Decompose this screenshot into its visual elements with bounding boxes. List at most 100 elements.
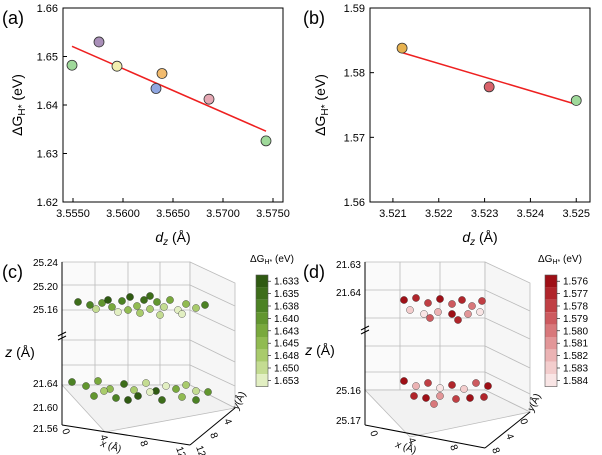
panel-a-x-ticks: 3.5550 3.5600 3.5650 3.5700 3.5750 xyxy=(56,198,290,220)
panel-c-colorbar-tick-label: 1.645 xyxy=(274,339,299,350)
panel-d-z-tick-label: 21.64 xyxy=(336,288,361,299)
panel-c-x-tick-label: 4 xyxy=(97,433,109,442)
panel-a-data-point xyxy=(260,135,272,147)
panel-d-x-tick-label: 4 xyxy=(405,436,417,445)
panel-a-y-axis-label: ΔGH* (eV) xyxy=(9,74,28,136)
panel-d-y-tick-label: 0 xyxy=(517,417,529,426)
panel-a-y-tick-label: 1.62 xyxy=(37,197,58,209)
panel-c-colorbar-segment xyxy=(256,287,268,300)
panel-d-atom xyxy=(448,310,456,318)
panel-d-z-tick-label: 21.63 xyxy=(336,260,361,271)
panel-c-x-tick-label: 8 xyxy=(137,439,149,448)
panel-c-colorbar-tick-label: 1.640 xyxy=(274,314,299,325)
panel-c-atom xyxy=(153,298,161,306)
panel-a-plot-area xyxy=(66,36,272,147)
panel-d-atom xyxy=(460,385,468,393)
panel-d-atom xyxy=(448,381,456,389)
panel-c-x-tick-label: 12 xyxy=(173,445,187,455)
panel-d-atom xyxy=(424,379,432,387)
panel-d-atom xyxy=(430,400,438,408)
panel-c-colorbar-tick-label: 1.633 xyxy=(274,277,299,288)
panel-c-z-tick-label: 25.24 xyxy=(33,258,58,269)
panel-d-atom xyxy=(412,294,420,302)
panel-d-colorbar-tick-label: 1.578 xyxy=(563,302,588,313)
panel-d-atom xyxy=(472,379,480,387)
panel-c-atom xyxy=(142,379,150,387)
panel-b-x-tick-label: 3.525 xyxy=(562,208,590,220)
panel-c-colorbar-segment xyxy=(256,374,268,387)
panel-c-z-tick-label: 21.64 xyxy=(33,379,58,390)
panel-d-atom xyxy=(468,302,476,310)
panel-b-letter: (b) xyxy=(303,8,325,28)
panel-c-atoms xyxy=(68,292,212,404)
panel-d-atom xyxy=(480,393,488,401)
panel-d-atom xyxy=(478,297,486,305)
panel-c-atom xyxy=(98,299,106,307)
panel-c-atom xyxy=(146,388,154,396)
panel-d-x-ticks: 0 4 8 xyxy=(367,429,459,452)
panel-c-colorbar-tick-label: 1.650 xyxy=(274,364,299,375)
panel-d-colorbar-segment xyxy=(545,361,557,375)
panel-a-y-ticks: 1.62 1.63 1.64 1.65 1.66 xyxy=(37,3,67,209)
panel-c-y-tick-label: 12 xyxy=(193,444,207,455)
panel-d-colorbar-tick-label: 1.577 xyxy=(563,289,588,300)
panel-c-colorbar-segment xyxy=(256,337,268,350)
panel-c-atom xyxy=(126,293,134,301)
panel-c-x-ticks: 0 4 8 12 xyxy=(59,427,187,455)
panel-b-y-tick-label: 1.56 xyxy=(344,197,365,209)
panel-d-atom xyxy=(454,316,462,324)
panel-d-z-ticks: 21.63 21.64 25.16 25.17 xyxy=(336,260,361,427)
panel-b-y-tick-label: 1.59 xyxy=(344,3,365,15)
panel-c-z-ticks: 25.24 25.20 25.16 21.64 21.60 21.56 xyxy=(33,258,58,435)
panel-a-letter: (a) xyxy=(2,8,24,28)
panel-d-letter: (d) xyxy=(303,262,325,282)
panel-c-z-tick-label: 25.16 xyxy=(33,305,58,316)
panel-a-x-tick-label: 3.5600 xyxy=(106,208,140,220)
panel-c-z-tick-label: 21.60 xyxy=(33,403,58,414)
panel-d-atom xyxy=(466,394,474,402)
panel-c-atom xyxy=(104,296,112,304)
panel-c-colorbar-title: ΔGH* (eV) xyxy=(250,254,294,266)
panel-b-y-tick-label: 1.57 xyxy=(344,132,365,144)
panel-a-data-point xyxy=(66,59,78,71)
panel-a-y-tick-label: 1.65 xyxy=(37,52,58,64)
panel-a-data-point xyxy=(150,83,162,94)
panel-d-colorbar-title: ΔGH* (eV) xyxy=(538,254,582,266)
panel-c-atom xyxy=(201,301,209,309)
panel-b-x-axis-label: dz (Å) xyxy=(462,229,497,248)
panel-c-atom xyxy=(94,377,102,385)
panel-c-atom xyxy=(82,382,90,390)
panel-c-atom xyxy=(156,311,164,319)
panel-a-scatter: (a) 3.5550 3.5600 3.5650 3.5700 3.5750 1.621… xyxy=(2,3,290,248)
panel-c-atom xyxy=(140,296,148,304)
panel-c-atom xyxy=(134,392,142,400)
panel-a-data-point xyxy=(156,68,168,79)
panel-d-atom xyxy=(436,295,444,303)
panel-c-axes xyxy=(57,262,236,446)
panel-c-atom xyxy=(160,303,168,311)
panel-c-atom xyxy=(120,380,128,388)
panel-a-x-tick-label: 3.5550 xyxy=(56,208,90,220)
panel-c-atom xyxy=(162,382,170,390)
panel-b-x-tick-label: 3.521 xyxy=(379,208,407,220)
panel-a-y-tick-label: 1.64 xyxy=(37,100,58,112)
panel-d-colorbar-segment xyxy=(545,287,557,300)
panel-c-x-tick-label: 0 xyxy=(59,427,71,436)
panel-c-y-tick-label: 4 xyxy=(221,417,233,426)
panel-c-colorbar-tick-label: 1.648 xyxy=(274,351,299,362)
panel-d-colorbar-tick-label: 1.584 xyxy=(563,376,588,387)
panel-c-atom xyxy=(108,303,116,311)
panel-a-data-point xyxy=(93,36,105,48)
panel-c-y-tick-label: 8 xyxy=(207,431,219,440)
panel-c-atom xyxy=(130,386,138,394)
panel-c-atom xyxy=(146,305,154,313)
panel-d-atom xyxy=(436,392,444,400)
panel-c-z-tick-label: 21.56 xyxy=(33,424,58,435)
panel-d-z-tick-label: 25.17 xyxy=(336,416,361,427)
panel-c-atom xyxy=(158,396,166,404)
panel-b-y-tick-label: 1.58 xyxy=(344,68,365,80)
panel-c-colorbar-segment xyxy=(256,299,268,313)
